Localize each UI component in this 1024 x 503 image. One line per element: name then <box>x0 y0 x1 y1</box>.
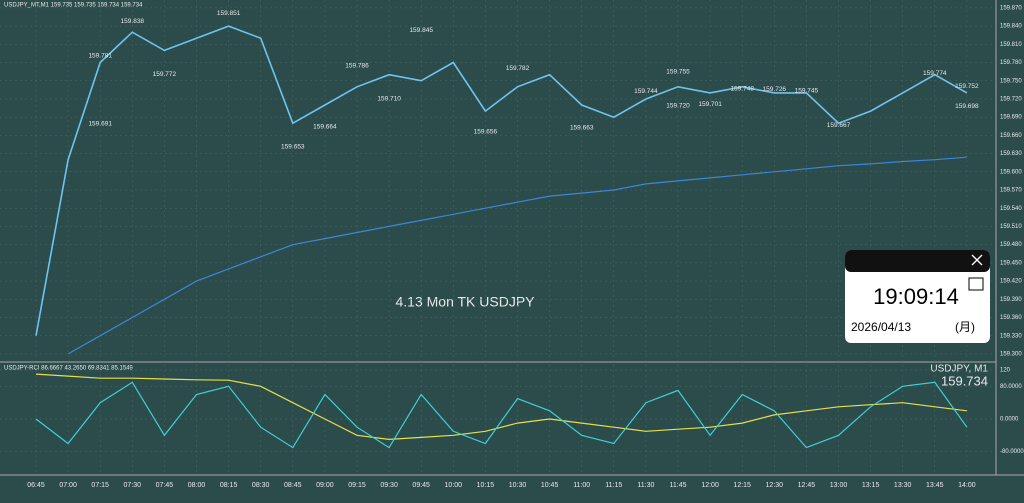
symbol-label: USDJPY, M1 <box>930 364 988 375</box>
y-tick-label: 159.300 <box>1000 352 1022 358</box>
widget-box <box>845 250 990 343</box>
x-tick-label: 07:15 <box>91 482 109 489</box>
y-tick-label: 80.0000 <box>1000 384 1022 390</box>
x-tick-label: 10:00 <box>445 482 463 489</box>
x-tick-label: 10:15 <box>477 482 495 489</box>
x-tick-label: 08:30 <box>252 482 270 489</box>
price-annotation: 159.744 <box>634 88 658 95</box>
header: USDJPY_MT,M1 159.735 159.735 159.734 159… <box>4 3 143 9</box>
y-tick-label: 159.750 <box>1000 78 1022 84</box>
price-annotation: 159.667 <box>827 122 851 129</box>
price-annotation: 159.698 <box>955 103 979 110</box>
current-price: 159.734 <box>941 373 988 388</box>
x-tick-label: 09:00 <box>316 482 334 489</box>
x-tick-label: 10:45 <box>541 482 559 489</box>
x-tick-label: 13:15 <box>862 482 880 489</box>
chart-title: 4.13 Mon TK USDJPY <box>395 294 535 310</box>
y-tick-label: 159.870 <box>1000 5 1022 11</box>
y-tick-label: 159.570 <box>1000 188 1022 194</box>
y-tick-label: -80.0000 <box>1000 449 1024 455</box>
x-tick-label: 12:45 <box>798 482 816 489</box>
price-annotation: 159.772 <box>153 71 177 78</box>
y-tick-label: 159.540 <box>1000 206 1022 212</box>
price-annotation: 159.710 <box>377 96 401 103</box>
price-annotation: 159.726 <box>763 86 787 93</box>
rci-header: USDJPY-RCI 86.6667 43.2650 69.8341 85.15… <box>4 366 134 372</box>
series-line <box>35 373 967 441</box>
y-tick-label: 120 <box>1000 368 1011 374</box>
x-tick-label: 09:15 <box>348 482 366 489</box>
x-tick-label: 08:00 <box>188 482 206 489</box>
x-tick-label: 14:00 <box>958 482 976 489</box>
y-tick-label: 159.810 <box>1000 42 1022 48</box>
x-tick-label: 13:30 <box>894 482 912 489</box>
price-annotation: 159.748 <box>730 86 754 93</box>
clock-date: 2026/04/13 <box>851 320 911 334</box>
x-tick-label: 13:45 <box>926 482 944 489</box>
clock-weekday: (月) <box>955 320 975 334</box>
y-tick-label: 0.0000 <box>1000 417 1019 423</box>
price-annotation: 159.786 <box>345 63 369 70</box>
price-annotation: 159.701 <box>698 101 722 108</box>
x-tick-label: 08:45 <box>284 482 302 489</box>
clock-time: 19:09:14 <box>873 284 959 309</box>
x-tick-label: 11:45 <box>670 482 687 489</box>
price-annotation: 159.755 <box>666 68 690 75</box>
y-tick-label: 159.690 <box>1000 115 1022 121</box>
widget-header <box>845 250 990 272</box>
price-annotation: 159.653 <box>281 143 305 150</box>
price-annotation: 159.781 <box>88 53 112 60</box>
y-tick-label: 159.360 <box>1000 315 1022 321</box>
y-tick-label: 159.510 <box>1000 224 1022 230</box>
y-tick-label: 159.420 <box>1000 279 1022 285</box>
price-annotation: 159.720 <box>666 103 690 110</box>
x-tick-label: 07:30 <box>124 482 142 489</box>
series-line <box>35 381 968 449</box>
price-annotation: 159.691 <box>88 120 112 127</box>
x-tick-label: 07:00 <box>59 482 77 489</box>
x-tick-label: 11:00 <box>573 482 590 489</box>
y-tick-label: 159.630 <box>1000 151 1022 157</box>
x-tick-label: 13:00 <box>830 482 848 489</box>
y-tick-label: 159.720 <box>1000 97 1022 103</box>
series-line <box>67 156 967 355</box>
y-tick-label: 159.450 <box>1000 260 1022 266</box>
x-tick-label: 11:15 <box>605 482 622 489</box>
x-tick-label: 12:15 <box>733 482 751 489</box>
y-tick-label: 159.780 <box>1000 60 1022 66</box>
price-annotation: 159.656 <box>474 129 498 136</box>
price-annotation: 159.845 <box>409 27 433 34</box>
x-tick-label: 10:30 <box>509 482 527 489</box>
y-tick-label: 159.600 <box>1000 169 1022 175</box>
pin-icon[interactable] <box>968 277 984 291</box>
y-tick-label: 159.660 <box>1000 133 1022 139</box>
x-tick-label: 12:00 <box>701 482 719 489</box>
price-annotation: 159.851 <box>217 10 241 17</box>
price-annotation: 159.774 <box>923 70 947 77</box>
price-annotation: 159.664 <box>313 124 337 131</box>
price-annotation: 159.752 <box>955 83 979 90</box>
x-tick-label: 08:15 <box>220 482 238 489</box>
y-tick-label: 159.480 <box>1000 242 1022 248</box>
price-annotation: 159.745 <box>795 87 819 94</box>
series-line <box>35 25 968 336</box>
price-annotation: 159.782 <box>506 65 530 72</box>
price-annotation: 159.663 <box>570 124 594 131</box>
x-tick-label: 06:45 <box>27 482 45 489</box>
close-icon[interactable] <box>971 254 983 266</box>
clock-widget: 19:09:14 2026/04/13 (月) <box>845 250 990 343</box>
x-tick-label: 09:45 <box>412 482 430 489</box>
y-tick-label: 159.840 <box>1000 24 1022 30</box>
y-tick-label: 159.390 <box>1000 297 1022 303</box>
x-tick-label: 12:30 <box>766 482 784 489</box>
y-tick-label: 159.330 <box>1000 333 1022 339</box>
x-tick-label: 09:30 <box>380 482 398 489</box>
x-tick-label: 11:30 <box>637 482 654 489</box>
x-tick-label: 07:45 <box>156 482 174 489</box>
price-annotation: 159.838 <box>121 18 145 25</box>
